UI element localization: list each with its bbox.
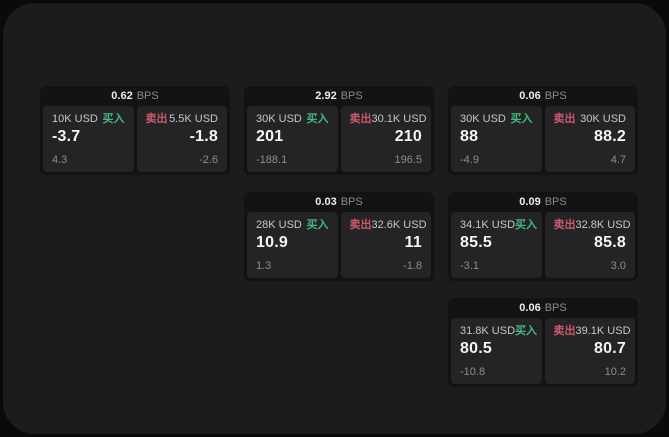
buy-side-label: 买入 xyxy=(515,219,538,231)
buy-sub-value: -188.1 xyxy=(256,154,288,166)
buy-sub-value: -10.8 xyxy=(460,366,486,378)
sell-notional: 39.1K USD xyxy=(575,325,631,337)
sell-panel[interactable]: 卖出 5.5K USD -1.8 -2.6 xyxy=(136,106,227,172)
sell-side-label: 卖出 xyxy=(145,113,168,125)
bps-header: 0.06 BPS xyxy=(451,86,635,106)
sell-notional: 30.1K USD xyxy=(371,113,427,125)
bps-value: 0.03 xyxy=(315,196,337,208)
sell-price: 11 xyxy=(404,234,422,251)
buy-notional: 34.1K USD xyxy=(460,219,516,231)
bps-unit-label: BPS xyxy=(340,90,363,102)
buy-price: -3.7 xyxy=(52,128,81,145)
bps-header: 0.62 BPS xyxy=(43,86,227,106)
buy-sell-panels: 10K USD 买入 -3.7 4.3 卖出 5.5K USD -1.8 -2.… xyxy=(43,106,227,172)
bps-header: 0.03 BPS xyxy=(247,192,431,212)
bps-header: 2.92 BPS xyxy=(247,86,431,106)
buy-notional: 10K USD xyxy=(52,113,98,125)
buy-price: 85.5 xyxy=(460,234,492,251)
buy-sell-panels: 31.8K USD 买入 80.5 -10.8 卖出 39.1K USD 80.… xyxy=(451,318,635,384)
bps-value: 0.06 xyxy=(519,302,541,314)
sell-sub-value: 4.7 xyxy=(610,154,626,166)
buy-panel[interactable]: 28K USD 买入 10.9 1.3 xyxy=(247,212,338,278)
sell-sub-value: 3.0 xyxy=(610,260,626,272)
bps-header: 0.06 BPS xyxy=(451,298,635,318)
sell-sub-value: -1.8 xyxy=(403,260,422,272)
bps-unit-label: BPS xyxy=(544,90,567,102)
buy-notional: 30K USD xyxy=(460,113,506,125)
quote-board: 0.62 BPS 10K USD 买入 -3.7 4.3 卖出 5.5K USD xyxy=(40,86,638,387)
buy-price: 10.9 xyxy=(256,234,288,251)
sell-price: -1.8 xyxy=(189,128,218,145)
sell-panel[interactable]: 卖出 30K USD 88.2 4.7 xyxy=(544,106,635,172)
bps-header: 0.09 BPS xyxy=(451,192,635,212)
buy-price: 201 xyxy=(256,128,284,145)
buy-sell-panels: 30K USD 买入 88 -4.9 卖出 30K USD 88.2 4.7 xyxy=(451,106,635,172)
buy-sell-panels: 30K USD 买入 201 -188.1 卖出 30.1K USD 210 1… xyxy=(247,106,431,172)
buy-side-label: 买入 xyxy=(510,113,533,125)
buy-panel[interactable]: 30K USD 买入 201 -188.1 xyxy=(247,106,338,172)
sell-notional: 32.8K USD xyxy=(575,219,631,231)
bps-unit-label: BPS xyxy=(136,90,159,102)
sell-notional: 32.6K USD xyxy=(371,219,427,231)
buy-panel[interactable]: 34.1K USD 买入 85.5 -3.1 xyxy=(451,212,542,278)
quote-card: 0.06 BPS 30K USD 买入 88 -4.9 卖出 30K USD xyxy=(448,86,638,175)
sell-panel[interactable]: 卖出 32.6K USD 11 -1.8 xyxy=(340,212,431,278)
sell-price: 88.2 xyxy=(594,128,626,145)
buy-sell-panels: 34.1K USD 买入 85.5 -3.1 卖出 32.8K USD 85.8… xyxy=(451,212,635,278)
buy-price: 80.5 xyxy=(460,340,492,357)
bps-value: 0.62 xyxy=(111,90,133,102)
quote-card: 0.06 BPS 31.8K USD 买入 80.5 -10.8 卖出 39.1… xyxy=(448,298,638,387)
buy-notional: 31.8K USD xyxy=(460,325,516,337)
buy-panel[interactable]: 31.8K USD 买入 80.5 -10.8 xyxy=(451,318,542,384)
sell-price: 85.8 xyxy=(594,234,626,251)
buy-sub-value: -3.1 xyxy=(460,260,479,272)
buy-sub-value: 4.3 xyxy=(52,154,68,166)
buy-sell-panels: 28K USD 买入 10.9 1.3 卖出 32.6K USD 11 -1.8 xyxy=(247,212,431,278)
sell-panel[interactable]: 卖出 32.8K USD 85.8 3.0 xyxy=(544,212,635,278)
sell-price: 80.7 xyxy=(594,340,626,357)
sell-side-label: 卖出 xyxy=(553,113,576,125)
sell-sub-value: 10.2 xyxy=(604,366,626,378)
buy-sub-value: 1.3 xyxy=(256,260,272,272)
quote-card: 0.62 BPS 10K USD 买入 -3.7 4.3 卖出 5.5K USD xyxy=(40,86,230,175)
buy-notional: 30K USD xyxy=(256,113,302,125)
sell-sub-value: 196.5 xyxy=(394,154,422,166)
bps-value: 0.09 xyxy=(519,196,541,208)
quote-card: 0.09 BPS 34.1K USD 买入 85.5 -3.1 卖出 32.8K… xyxy=(448,192,638,281)
sell-side-label: 卖出 xyxy=(349,219,372,231)
buy-side-label: 买入 xyxy=(102,113,125,125)
buy-panel[interactable]: 10K USD 买入 -3.7 4.3 xyxy=(43,106,134,172)
sell-sub-value: -2.6 xyxy=(199,154,218,166)
bps-unit-label: BPS xyxy=(544,302,567,314)
sell-notional: 30K USD xyxy=(580,113,626,125)
sell-side-label: 卖出 xyxy=(349,113,372,125)
sell-side-label: 卖出 xyxy=(553,219,576,231)
sell-notional: 5.5K USD xyxy=(169,113,218,125)
buy-price: 88 xyxy=(460,128,479,145)
buy-side-label: 买入 xyxy=(306,113,329,125)
buy-notional: 28K USD xyxy=(256,219,302,231)
app-panel: 0.62 BPS 10K USD 买入 -3.7 4.3 卖出 5.5K USD xyxy=(3,3,666,434)
quote-card: 2.92 BPS 30K USD 买入 201 -188.1 卖出 30.1K … xyxy=(244,86,434,175)
quote-card: 0.03 BPS 28K USD 买入 10.9 1.3 卖出 32.6K US… xyxy=(244,192,434,281)
buy-sub-value: -4.9 xyxy=(460,154,479,166)
bps-unit-label: BPS xyxy=(544,196,567,208)
sell-panel[interactable]: 卖出 39.1K USD 80.7 10.2 xyxy=(544,318,635,384)
sell-price: 210 xyxy=(394,128,422,145)
buy-side-label: 买入 xyxy=(515,325,538,337)
buy-side-label: 买入 xyxy=(306,219,329,231)
bps-value: 0.06 xyxy=(519,90,541,102)
sell-side-label: 卖出 xyxy=(553,325,576,337)
bps-value: 2.92 xyxy=(315,90,337,102)
sell-panel[interactable]: 卖出 30.1K USD 210 196.5 xyxy=(340,106,431,172)
buy-panel[interactable]: 30K USD 买入 88 -4.9 xyxy=(451,106,542,172)
bps-unit-label: BPS xyxy=(340,196,363,208)
